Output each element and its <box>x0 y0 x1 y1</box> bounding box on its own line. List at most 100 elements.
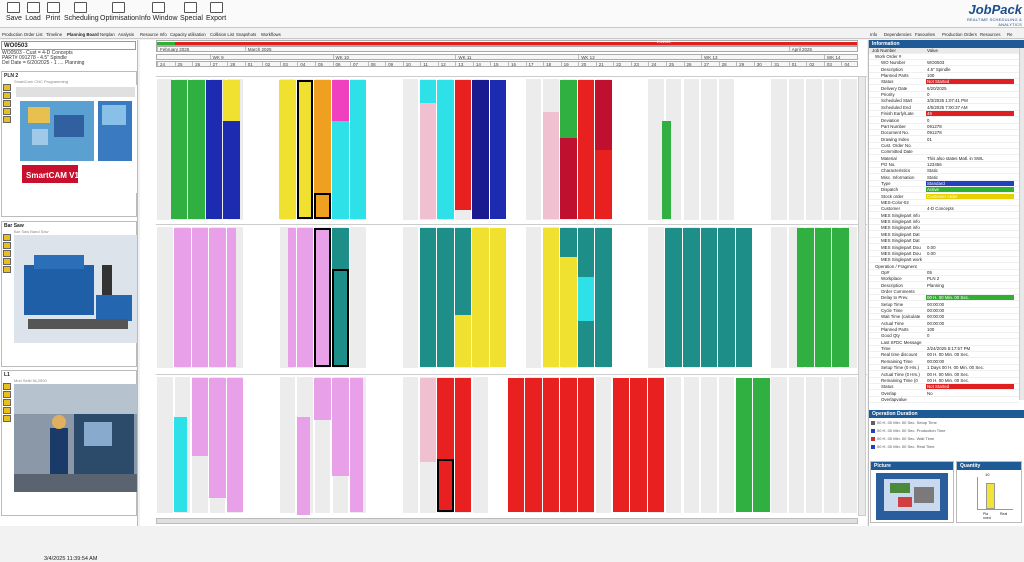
pin-icon[interactable] <box>3 84 11 91</box>
operation-bar[interactable] <box>223 120 240 220</box>
operation-bar[interactable] <box>735 377 753 513</box>
operation-bar[interactable] <box>437 79 454 220</box>
right-tab-dependencies[interactable]: Dependencies <box>884 32 912 37</box>
operation-bar[interactable] <box>560 137 577 220</box>
operation-bar[interactable] <box>454 314 472 368</box>
operation-bar[interactable] <box>279 79 296 220</box>
operation-bar[interactable] <box>226 227 237 368</box>
operation-bar[interactable] <box>226 377 244 513</box>
operation-bar[interactable] <box>437 227 454 368</box>
tab-netplan[interactable]: Netplan <box>100 32 115 37</box>
tab-timeline[interactable]: Timeline <box>46 32 63 37</box>
operation-bar[interactable] <box>454 227 472 315</box>
user-icon[interactable] <box>3 92 11 99</box>
operation-bar[interactable] <box>437 377 454 462</box>
operation-bar[interactable] <box>595 149 612 220</box>
operation-bar[interactable] <box>647 377 665 513</box>
operation-bar[interactable] <box>542 111 560 220</box>
operation-bar[interactable] <box>419 377 437 462</box>
operation-bar[interactable] <box>560 377 577 513</box>
toolbar-button-info-window[interactable]: Info Window <box>139 2 178 26</box>
resource-lane[interactable] <box>156 374 867 515</box>
operation-bar[interactable] <box>700 227 718 368</box>
tab-snapshots[interactable]: Snapshots <box>236 32 257 37</box>
operation-bar[interactable] <box>630 377 647 513</box>
operation-bar[interactable] <box>314 193 331 220</box>
operation-bar[interactable] <box>525 377 542 513</box>
operation-bar[interactable] <box>170 79 188 220</box>
operation-bar[interactable] <box>489 79 507 220</box>
lock-icon[interactable] <box>3 399 11 406</box>
lock-icon[interactable] <box>3 250 11 257</box>
operation-bar[interactable] <box>577 79 595 220</box>
tab-planning-board[interactable]: Planning Board <box>67 32 99 37</box>
resource-lane[interactable] <box>156 224 867 369</box>
eye-icon[interactable] <box>3 266 11 273</box>
operation-bar[interactable] <box>560 79 577 138</box>
operation-bar[interactable] <box>419 103 437 220</box>
eye-icon[interactable] <box>3 116 11 123</box>
operation-bar[interactable] <box>314 79 331 196</box>
pin-icon[interactable] <box>3 383 11 390</box>
operation-bar[interactable] <box>472 227 489 368</box>
operation-bar[interactable] <box>612 377 630 513</box>
operation-bar[interactable] <box>314 377 331 420</box>
operation-bar[interactable] <box>661 120 672 220</box>
tab-production-order-list[interactable]: Production Order List <box>2 32 43 37</box>
tab-analysis[interactable]: Analysis <box>118 32 135 37</box>
horizontal-scrollbar[interactable] <box>156 518 858 524</box>
operation-bar[interactable] <box>332 120 349 220</box>
clock-icon[interactable] <box>3 258 11 265</box>
operation-bar[interactable] <box>507 377 525 513</box>
operation-bar[interactable] <box>296 79 314 220</box>
toolbar-button-optimisation[interactable]: Optimisation <box>100 2 139 26</box>
operation-bar[interactable] <box>419 227 437 368</box>
toolbar-button-special[interactable]: Special <box>180 2 203 26</box>
right-tab-info[interactable]: Info <box>870 32 878 37</box>
operation-bar[interactable] <box>753 377 770 513</box>
right-tab-re[interactable]: Re <box>1007 32 1013 37</box>
operation-bar[interactable] <box>665 227 682 368</box>
planning-board[interactable]: 2/4/2025 February 2025 March 2025 April 20… <box>140 40 867 526</box>
operation-bar[interactable] <box>472 79 489 220</box>
right-tab-resources[interactable]: Resources <box>980 32 1001 37</box>
operation-bar[interactable] <box>832 227 849 368</box>
operation-bar[interactable] <box>205 79 223 220</box>
operation-bar[interactable] <box>349 79 367 220</box>
operation-bar[interactable] <box>174 227 191 368</box>
operation-bar[interactable] <box>718 227 735 368</box>
lock-icon[interactable] <box>3 100 11 107</box>
toolbar-button-load[interactable]: Load <box>25 2 41 26</box>
tab-capacity-utilisation[interactable]: Capacity utilisation <box>170 32 206 37</box>
operation-bar[interactable] <box>542 377 560 513</box>
clock-icon[interactable] <box>3 407 11 414</box>
operation-bar[interactable] <box>595 79 612 153</box>
operation-bar[interactable] <box>209 227 226 368</box>
operation-bar[interactable] <box>296 227 314 368</box>
operation-bar[interactable] <box>188 79 205 220</box>
operation-bar[interactable] <box>489 227 507 368</box>
right-tab-favourites[interactable]: Favourites <box>915 32 936 37</box>
operation-bar[interactable] <box>209 377 226 499</box>
tab-resource-info[interactable]: Resource Info <box>140 32 167 37</box>
user-icon[interactable] <box>3 391 11 398</box>
vertical-scrollbar[interactable] <box>858 76 866 516</box>
operation-bar[interactable] <box>191 227 209 368</box>
toolbar-button-print[interactable]: Print <box>45 2 61 26</box>
operation-bar[interactable] <box>577 227 595 281</box>
resource-lane[interactable] <box>156 76 867 221</box>
pin-icon[interactable] <box>3 234 11 241</box>
toolbar-button-save[interactable]: Save <box>6 2 22 26</box>
operation-bar[interactable] <box>577 277 595 321</box>
operation-bar[interactable] <box>683 227 700 368</box>
user-icon[interactable] <box>3 242 11 249</box>
operation-bar[interactable] <box>191 377 209 457</box>
operation-bar[interactable] <box>577 377 595 513</box>
operation-bar[interactable] <box>288 227 296 368</box>
operation-bar[interactable] <box>814 227 832 368</box>
operation-bar[interactable] <box>454 79 472 211</box>
operation-bar[interactable] <box>332 268 349 368</box>
operation-bar[interactable] <box>437 459 454 513</box>
toolbar-button-export[interactable]: Export <box>206 2 226 26</box>
operation-bar[interactable] <box>314 227 331 368</box>
